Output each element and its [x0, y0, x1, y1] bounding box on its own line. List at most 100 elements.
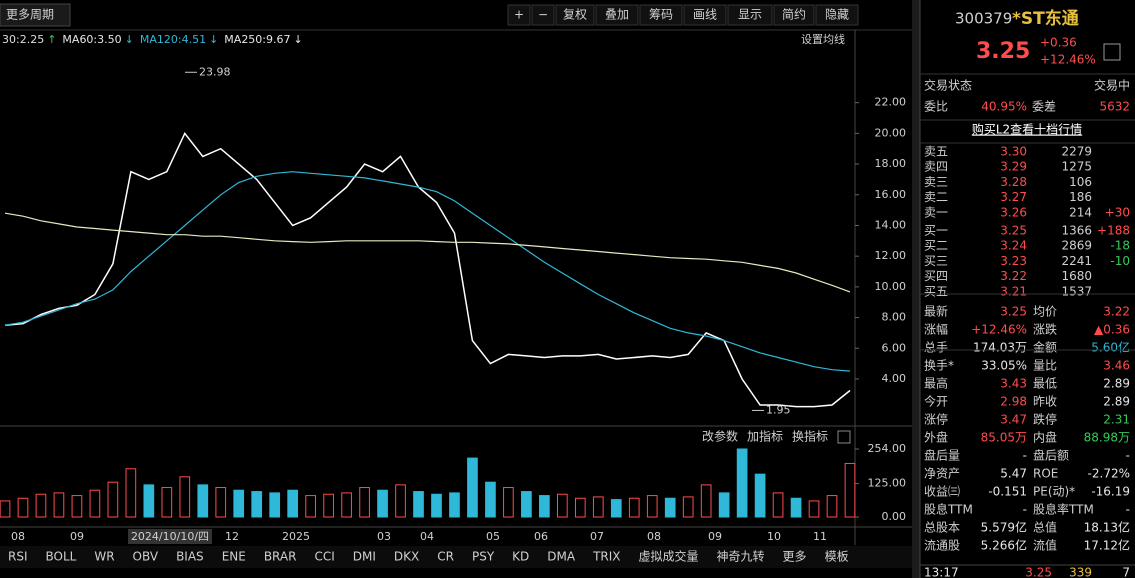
indicator-tab[interactable]: CR [437, 550, 454, 564]
period-dropdown[interactable] [0, 3, 71, 27]
indicator-tab[interactable]: WR [94, 550, 114, 564]
volume-bar [125, 468, 137, 518]
book-price: 3.27 [1000, 190, 1027, 204]
indicator-tab[interactable]: CCI [314, 550, 334, 564]
toolbar-button[interactable] [555, 4, 595, 26]
book-label: 卖一 [924, 205, 948, 219]
add-button[interactable] [1103, 43, 1121, 61]
book-price: 3.22 [1000, 269, 1027, 283]
date-label: 2024/10/10/四 [131, 530, 209, 543]
toolbar-button[interactable] [773, 4, 815, 26]
stat-value: - [1023, 449, 1027, 463]
indicator-tab[interactable]: 模板 [825, 550, 849, 564]
indicator-tab[interactable]: TRIX [592, 550, 620, 564]
indicator-tab[interactable]: 更多 [783, 550, 807, 564]
volume-bar [35, 493, 47, 518]
annotation: 23.98 [199, 65, 231, 78]
volume-bar [485, 481, 496, 518]
indicator-tab[interactable]: BIAS [176, 550, 204, 564]
book-price: 3.21 [1000, 284, 1027, 298]
indicator-tab[interactable]: DMA [547, 550, 576, 564]
stat-value: ▲0.36 [1094, 323, 1130, 337]
indicator-tab[interactable]: OBV [133, 550, 159, 564]
stat-label: 最新 [924, 304, 948, 319]
volume-bar [790, 497, 802, 518]
stat-label: PE(动)* [1033, 485, 1075, 499]
ma-legend-item: MA60:3.50 [62, 33, 121, 46]
date-label: 2025 [282, 530, 310, 543]
book-delta: +30 [1105, 205, 1130, 219]
toolbar-button[interactable] [727, 4, 773, 26]
volume-bar [233, 489, 245, 518]
ma-legend-item: ↓ [294, 33, 303, 46]
stock-name: *ST东通 [1012, 8, 1079, 29]
toolbar-button[interactable] [683, 4, 727, 26]
indicator-tab[interactable]: PSY [472, 550, 495, 564]
book-volume: 106 [1069, 175, 1092, 189]
date-label: 09 [708, 530, 722, 543]
volume-bar [143, 484, 155, 518]
indicator-tab[interactable]: 虚拟成交量 [639, 549, 699, 564]
indicator-tab[interactable]: BRAR [264, 550, 297, 564]
volume-bar [323, 493, 334, 518]
volume-bar [215, 487, 227, 518]
stat-label: 最低 [1033, 377, 1057, 391]
weibi: 委比 [924, 100, 948, 114]
volume-bar [89, 489, 101, 518]
stat-value: 3.22 [1103, 305, 1130, 319]
stat-value: 18.13亿 [1084, 520, 1130, 535]
volume-bar [71, 495, 83, 518]
price-line [4, 131, 851, 408]
stat-label: 总手 [924, 341, 948, 355]
volume-bar [17, 497, 29, 518]
volume-bar [359, 487, 370, 518]
status-value: 交易中 [1094, 78, 1130, 93]
volume-bar [395, 484, 406, 518]
stat-value: 17.12亿 [1084, 538, 1130, 553]
stat-label: 涨幅 [924, 322, 948, 337]
date-label: 11 [813, 530, 827, 543]
indicator-tab[interactable]: BOLL [46, 550, 77, 564]
stat-label: 今开 [924, 394, 948, 409]
indicator-tab[interactable]: DMI [353, 550, 376, 564]
indicator-tab[interactable]: KD [512, 550, 529, 564]
y-tick-label: 8.00 [882, 311, 907, 324]
volume-bar [269, 492, 281, 518]
y-tick-label: 6.00 [882, 341, 907, 354]
book-price: 3.25 [1000, 224, 1027, 238]
ma-settings[interactable]: 设置均线 [801, 32, 845, 46]
toolbar-button[interactable] [595, 4, 639, 26]
volume-bar [592, 496, 604, 518]
indicator-tab[interactable]: RSI [8, 550, 28, 564]
stat-value: 2.98 [1000, 395, 1027, 409]
book-price: 3.28 [1000, 175, 1027, 189]
toolbar-button[interactable] [815, 4, 859, 26]
y-tick-label: 20.00 [875, 126, 907, 139]
volume-bar [305, 495, 316, 518]
indicator-tab[interactable]: ENE [222, 550, 246, 564]
stat-value: 2.31 [1103, 413, 1130, 427]
close-box[interactable] [837, 430, 851, 444]
l2-link[interactable]: 购买L2查看十档行情 [972, 122, 1082, 137]
indicator-action[interactable]: 改参数 [702, 429, 738, 444]
scrollbar[interactable] [912, 0, 920, 578]
toolbar-button[interactable] [507, 4, 531, 26]
volume-bar [197, 484, 209, 518]
indicator-action[interactable]: 换指标 [792, 429, 828, 444]
book-label: 买一 [924, 224, 948, 238]
stat-label: 股息TTM [924, 502, 973, 517]
book-label: 买四 [924, 269, 948, 283]
stat-label: 盘后额 [1033, 448, 1069, 463]
stat-label: 盘后量 [924, 448, 960, 463]
indicator-tab[interactable]: DKX [394, 550, 419, 564]
toolbar-button[interactable] [639, 4, 683, 26]
y-tick-label: 18.00 [875, 157, 907, 170]
indicator-action[interactable]: 加指标 [747, 429, 783, 444]
indicator-tab[interactable]: 神奇九转 [717, 549, 765, 564]
volume-bar [844, 462, 856, 518]
volume-bar [521, 491, 532, 518]
stat-value: -2.72% [1088, 467, 1130, 481]
date-label: 10 [767, 530, 781, 543]
volume-bar [610, 499, 622, 518]
toolbar-button[interactable] [531, 4, 555, 26]
